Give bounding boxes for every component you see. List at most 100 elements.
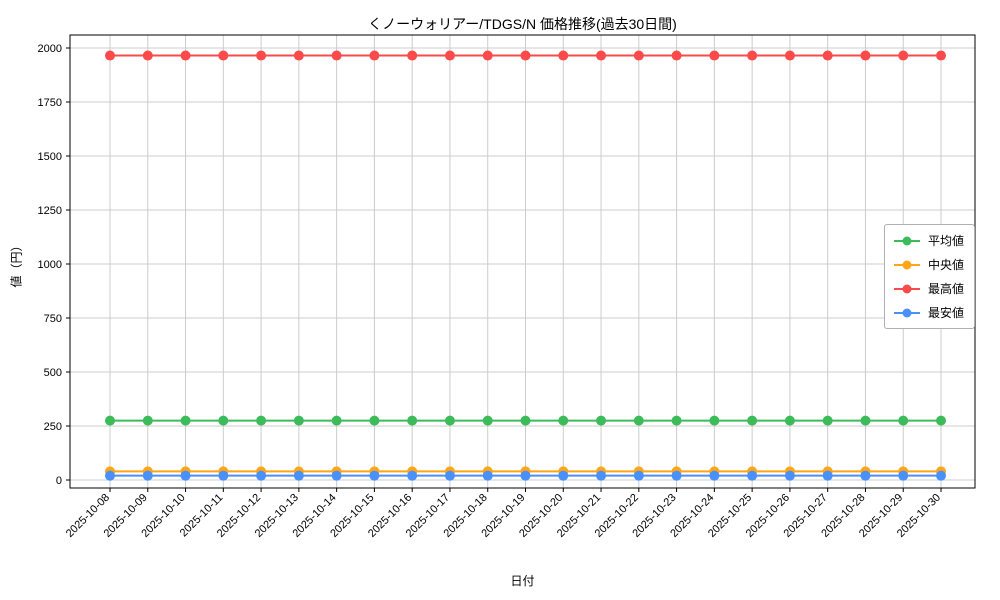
series-max-marker — [784, 50, 795, 61]
series-min-marker — [558, 470, 569, 481]
series-max-marker — [671, 50, 682, 61]
series-max-marker — [331, 50, 342, 61]
y-tick-label: 250 — [44, 421, 62, 433]
series-min-marker — [482, 470, 493, 481]
series-average-marker — [142, 415, 153, 426]
series-max-marker — [822, 50, 833, 61]
axis-ticks — [66, 47, 942, 492]
series-min-marker — [671, 470, 682, 481]
legend-marker-max-icon — [894, 284, 920, 293]
series-min-marker — [520, 470, 531, 481]
legend-item-average: 平均値 — [893, 232, 964, 249]
series-average-marker — [747, 415, 758, 426]
series-max-marker — [709, 50, 720, 61]
y-tick-label: 750 — [44, 313, 62, 325]
series-average-marker — [633, 415, 644, 426]
series-max-marker — [936, 50, 946, 61]
series-average-marker — [860, 415, 871, 426]
series-max-marker — [142, 50, 153, 61]
chart-title: くノーウォリアー/TDGS/N 価格推移(過去30日間) — [368, 16, 677, 32]
plot-background — [70, 35, 975, 488]
series-average-marker — [482, 415, 493, 426]
series-max-marker — [747, 50, 758, 61]
series-min-marker — [180, 470, 191, 481]
series-min-marker — [331, 470, 342, 481]
series-max-marker — [293, 50, 304, 61]
legend-item-min: 最安値 — [893, 304, 964, 321]
series-average-marker — [407, 415, 418, 426]
series-min-marker — [784, 470, 795, 481]
series-min — [105, 470, 946, 481]
series-min-marker — [709, 470, 720, 481]
series-average-marker — [520, 415, 531, 426]
series-max-marker — [596, 50, 607, 61]
series-average-marker — [822, 415, 833, 426]
series-average-marker — [105, 415, 115, 426]
legend-marker-average-icon — [894, 236, 920, 245]
series-min-marker — [444, 470, 455, 481]
series-average-marker — [293, 415, 304, 426]
y-tick-label: 1250 — [38, 205, 62, 217]
series-max-marker — [256, 50, 267, 61]
series-min-marker — [105, 470, 115, 481]
series-average-marker — [180, 415, 191, 426]
legend-item-max: 最高値 — [893, 280, 964, 297]
series-min-marker — [822, 470, 833, 481]
legend: 平均値中央値最高値最安値 — [884, 224, 976, 329]
series-min-marker — [747, 470, 758, 481]
y-tick-label: 1500 — [38, 151, 62, 163]
series-average-marker — [898, 415, 909, 426]
y-tick-label: 500 — [44, 367, 62, 379]
series-min-marker — [936, 470, 946, 481]
x-axis-label: 日付 — [510, 574, 535, 588]
legend-label-median: 中央値 — [928, 258, 965, 272]
series-average-marker — [558, 415, 569, 426]
legend-marker-min-icon — [894, 308, 920, 317]
series-average-marker — [936, 415, 946, 426]
legend-label-max: 最高値 — [928, 282, 965, 296]
series-min-marker — [293, 470, 304, 481]
series-average-marker — [671, 415, 682, 426]
legend-label-average: 平均値 — [928, 234, 965, 248]
series-min-marker — [407, 470, 418, 481]
series-average-marker — [596, 415, 607, 426]
series-max-marker — [369, 50, 380, 61]
series-min-marker — [256, 470, 267, 481]
series-average-marker — [256, 415, 267, 426]
series-average-marker — [218, 415, 229, 426]
series-max-marker — [444, 50, 455, 61]
series-min-marker — [142, 470, 153, 481]
gridlines — [70, 35, 975, 488]
series-min-marker — [860, 470, 871, 481]
series-average-marker — [709, 415, 720, 426]
series-max-marker — [633, 50, 644, 61]
series-max-marker — [180, 50, 191, 61]
y-tick-label: 2000 — [38, 43, 62, 55]
series-max-marker — [860, 50, 871, 61]
legend-marker-median-icon — [894, 260, 920, 269]
y-tick-label: 0 — [56, 475, 62, 487]
series-max-marker — [482, 50, 493, 61]
series-max-marker — [407, 50, 418, 61]
y-tick-label: 1750 — [38, 97, 62, 109]
series-average — [105, 415, 946, 426]
legend-label-min: 最安値 — [928, 306, 965, 320]
series-average-marker — [784, 415, 795, 426]
y-tick-label: 1000 — [38, 259, 62, 271]
series-min-marker — [898, 470, 909, 481]
series-max — [105, 50, 946, 61]
series-max-marker — [218, 50, 229, 61]
series-max-marker — [105, 50, 115, 61]
series-min-marker — [633, 470, 644, 481]
series-max-marker — [898, 50, 909, 61]
series-max-marker — [520, 50, 531, 61]
series-average-marker — [369, 415, 380, 426]
series-average-marker — [331, 415, 342, 426]
series-min-marker — [218, 470, 229, 481]
series-max-marker — [558, 50, 569, 61]
legend-item-median: 中央値 — [893, 256, 964, 273]
series-average-marker — [444, 415, 455, 426]
series-min-marker — [369, 470, 380, 481]
